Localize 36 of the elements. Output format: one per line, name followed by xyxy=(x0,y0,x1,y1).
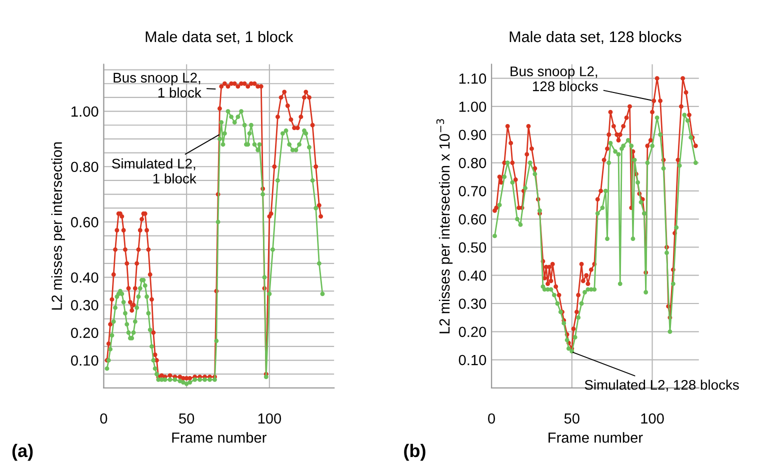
y-tick-label: 0.10 xyxy=(458,354,486,366)
chart-title: Male data set, 128 blocks xyxy=(510,30,682,44)
x-tick-label: 0 xyxy=(488,413,496,424)
y-tick-label: 0.80 xyxy=(71,162,98,172)
x-tick-label: 100 xyxy=(258,413,282,424)
y-tick-label: 0.20 xyxy=(458,326,486,338)
x-tick-label: 50 xyxy=(564,413,580,424)
x-axis-title: Frame number xyxy=(172,432,266,443)
text: (b) xyxy=(404,444,426,461)
chart-title: Male data set, 1 block xyxy=(146,30,294,44)
annotation: Simulated L2, 1 block xyxy=(112,158,196,184)
y-tick-label: 0.30 xyxy=(71,300,98,310)
annotation: Bus snoop L2, 128 blocks xyxy=(510,66,598,92)
y-tick-label: 1.00 xyxy=(72,106,98,117)
x-axis-title: Frame number xyxy=(548,432,643,443)
annotation: Bus snoop L2, 1 block xyxy=(114,72,202,98)
x-tick-label: 50 xyxy=(179,413,194,424)
y-tick-label: 0.40 xyxy=(71,272,98,283)
y-tick-label: 0.40 xyxy=(458,270,486,281)
y-tick-label: 0.60 xyxy=(71,217,98,228)
y-tick-label: 0.80 xyxy=(458,158,486,168)
y-axis-title: L2 misses per intersection x 10$^{−3}$ xyxy=(436,119,453,334)
y-axis-title: L2 misses per intersection xyxy=(51,142,65,310)
y-tick-label: 0.20 xyxy=(71,328,98,338)
y-tick-label: 0.50 xyxy=(458,242,486,253)
x-tick-label: 100 xyxy=(641,413,664,424)
y-tick-label: 0.70 xyxy=(458,186,486,196)
y-tick-label: 0.30 xyxy=(458,298,486,309)
y-tick-label: 1.10 xyxy=(459,73,486,84)
y-tick-label: 0.60 xyxy=(458,214,486,224)
y-tick-label: 0.10 xyxy=(71,355,98,366)
y-tick-label: 1.00 xyxy=(459,102,486,112)
text: (a) xyxy=(12,444,33,461)
annotation: Simulated L2, 128 blocks xyxy=(584,380,739,392)
x-tick-label: 0 xyxy=(100,413,108,424)
y-tick-label: 0.90 xyxy=(458,130,486,140)
